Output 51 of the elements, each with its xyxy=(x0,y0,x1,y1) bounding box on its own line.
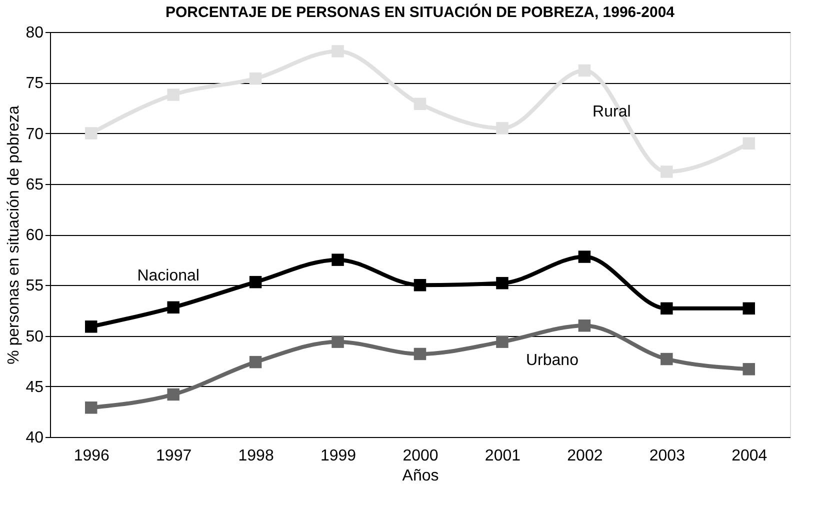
y-tick-label: 75 xyxy=(26,75,44,92)
y-tick-label: 40 xyxy=(26,430,44,446)
x-tick-label: 2004 xyxy=(732,448,768,464)
point xyxy=(660,352,673,366)
point xyxy=(332,336,344,348)
series-label: Urbano xyxy=(526,352,579,369)
x-tick-label: 2003 xyxy=(649,448,686,464)
point xyxy=(249,72,262,85)
x-tick-label: 2002 xyxy=(567,448,603,464)
point xyxy=(167,301,180,314)
y-tick-label: 65 xyxy=(26,176,44,194)
chart-title: PORCENTAJE DE PERSONAS EN SITUACIÓN DE POBREZA, 1996-2004 xyxy=(165,3,676,21)
point xyxy=(496,336,508,348)
point xyxy=(84,320,98,333)
point xyxy=(660,302,673,315)
point xyxy=(578,250,591,263)
y-tick-label: 60 xyxy=(26,227,44,244)
x-tick-label: 1996 xyxy=(74,448,110,464)
point xyxy=(578,320,591,332)
point xyxy=(249,356,262,368)
x-tick-label: 2000 xyxy=(402,448,438,464)
point xyxy=(414,279,426,292)
series-label: Rural xyxy=(592,104,631,121)
y-tick-label: 50 xyxy=(26,328,44,346)
point xyxy=(84,402,98,414)
point xyxy=(414,348,426,360)
x-tick-label: 1997 xyxy=(156,448,192,464)
point xyxy=(578,64,591,77)
point xyxy=(332,45,344,58)
series-label: Nacional xyxy=(137,267,200,284)
point xyxy=(742,363,756,376)
y-tick-label: 80 xyxy=(26,24,44,42)
y-tick-label: 45 xyxy=(26,378,44,396)
point xyxy=(414,98,426,110)
point xyxy=(249,276,262,288)
x-tick-label: 1999 xyxy=(320,448,356,464)
point xyxy=(496,276,508,290)
y-tick-label: 55 xyxy=(26,278,44,295)
x-tick-label: 2001 xyxy=(484,448,521,464)
point xyxy=(742,302,756,315)
x-tick-label: 1998 xyxy=(238,448,274,464)
point xyxy=(496,122,508,134)
point xyxy=(332,254,344,266)
point xyxy=(84,127,98,140)
y-tick-label: 70 xyxy=(26,126,44,143)
point xyxy=(167,388,180,401)
point xyxy=(167,88,180,101)
point xyxy=(660,166,673,178)
point xyxy=(742,137,756,150)
y-axis-title: % personas en situación de pobreza xyxy=(6,105,23,364)
x-axis-title: Años xyxy=(402,468,439,484)
